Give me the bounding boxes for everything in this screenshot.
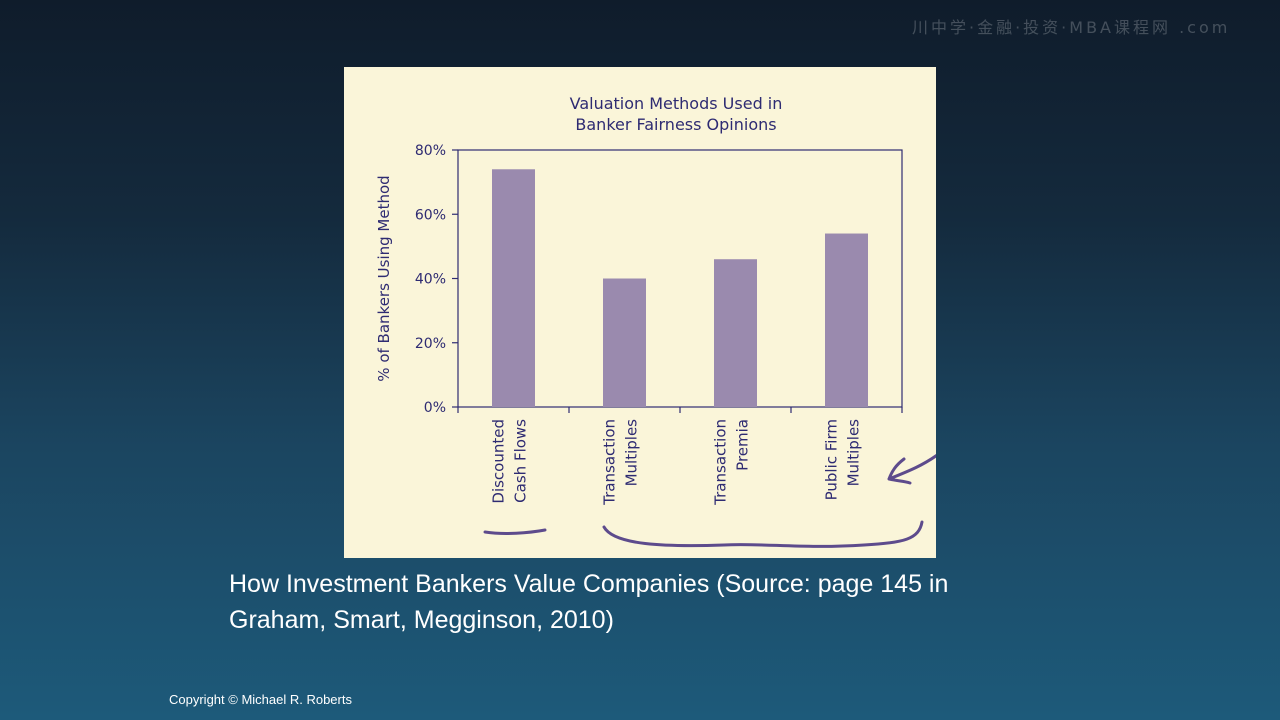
y-tick-label: 0% (424, 400, 446, 416)
bar-chart: Valuation Methods Used in Banker Fairness… (375, 94, 936, 548)
watermark-text: 川中学·金融·投资·MBA课程网 .com (912, 18, 1231, 37)
chart-bars (457, 169, 903, 413)
x-category-label-line: Premia (734, 419, 752, 471)
x-category-label-line: Transaction (712, 419, 730, 506)
x-category-label-line: Discounted (490, 419, 508, 504)
underline-multiples (602, 520, 924, 548)
chart-title-line: Banker Fairness Opinions (575, 115, 776, 134)
chart-title-line: Valuation Methods Used in (570, 94, 783, 113)
x-category-label: Discounted Cash Flows (490, 419, 530, 504)
x-category-label-line: Multiples (845, 419, 863, 487)
chart-figure: Valuation Methods Used in Banker Fairness… (344, 67, 936, 558)
x-category-label-line: Cash Flows (512, 419, 530, 503)
copyright-text: Copyright © Michael R. Roberts (169, 692, 352, 707)
bar-0 (492, 169, 535, 407)
x-category-label-line: Transaction (601, 419, 619, 506)
arrow-annotation (887, 454, 936, 485)
underline-dcf (483, 528, 547, 535)
y-tick-label: 60% (415, 207, 446, 223)
x-category-label-line: Multiples (623, 419, 641, 487)
x-category-label: Transaction Premia (712, 419, 752, 506)
slide-caption: How Investment Bankers Value Companies (… (229, 570, 949, 634)
y-axis-label: % of Bankers Using Method (375, 175, 393, 381)
x-category-label: Transaction Multiples (601, 419, 641, 506)
bar-1 (603, 278, 646, 407)
bar-3 (825, 233, 868, 407)
x-category-label: Public Firm Multiples (823, 419, 863, 501)
bar-2 (714, 259, 757, 407)
chart-title: Valuation Methods Used in Banker Fairness… (570, 94, 783, 134)
y-tick-label: 40% (415, 272, 446, 288)
y-axis-ticks: 0% 20% 40% 60% 80% (415, 143, 458, 416)
x-category-label-line: Public Firm (823, 419, 841, 500)
y-tick-label: 20% (415, 336, 446, 352)
handwritten-annotations (483, 454, 936, 548)
y-tick-label: 80% (415, 143, 446, 159)
y-axis-label-text: % of Bankers Using Method (375, 175, 393, 381)
x-axis-labels: Discounted Cash Flows Transaction Multiples… (490, 419, 863, 506)
